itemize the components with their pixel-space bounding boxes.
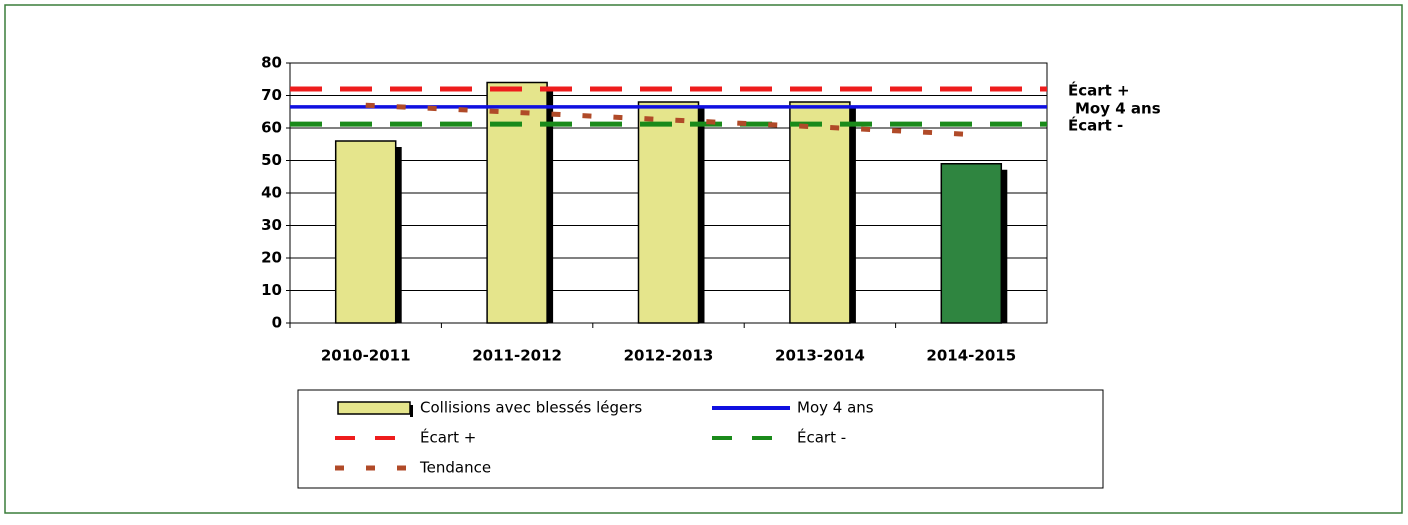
legend-label: Tendance xyxy=(419,459,491,477)
line-label: Écart - xyxy=(1068,116,1123,135)
trend-line xyxy=(365,102,972,137)
bar xyxy=(486,81,548,324)
y-tick-label: 30 xyxy=(261,216,282,234)
x-tick-label: 2014-2015 xyxy=(926,347,1016,365)
legend-label: Écart - xyxy=(797,428,846,447)
y-tick-label: 70 xyxy=(261,86,282,104)
y-tick-label: 0 xyxy=(272,314,282,332)
legend-swatch-shadow xyxy=(410,405,413,417)
legend-swatch xyxy=(337,401,411,415)
legend-label: Moy 4 ans xyxy=(797,399,874,417)
x-tick-label: 2013-2014 xyxy=(775,347,865,365)
legend-box xyxy=(297,389,1104,489)
y-tick-label: 40 xyxy=(261,184,282,202)
line-label: Écart + xyxy=(1068,81,1130,100)
y-tick-label: 50 xyxy=(261,151,282,169)
x-tick-label: 2011-2012 xyxy=(472,347,562,365)
legend-label: Collisions avec blessés légers xyxy=(420,399,642,417)
x-tick-label: 2012-2013 xyxy=(624,347,714,365)
legend-label: Écart + xyxy=(420,428,476,447)
y-tick-label: 10 xyxy=(261,281,282,299)
bar xyxy=(334,140,397,324)
bar xyxy=(789,101,851,324)
bar xyxy=(940,163,1003,324)
y-tick-label: 80 xyxy=(261,54,282,72)
bar xyxy=(637,101,700,324)
x-tick-label: 2010-2011 xyxy=(321,347,411,365)
line-label: Moy 4 ans xyxy=(1075,100,1161,118)
y-tick-label: 60 xyxy=(261,119,282,137)
y-tick-label: 20 xyxy=(261,249,282,267)
